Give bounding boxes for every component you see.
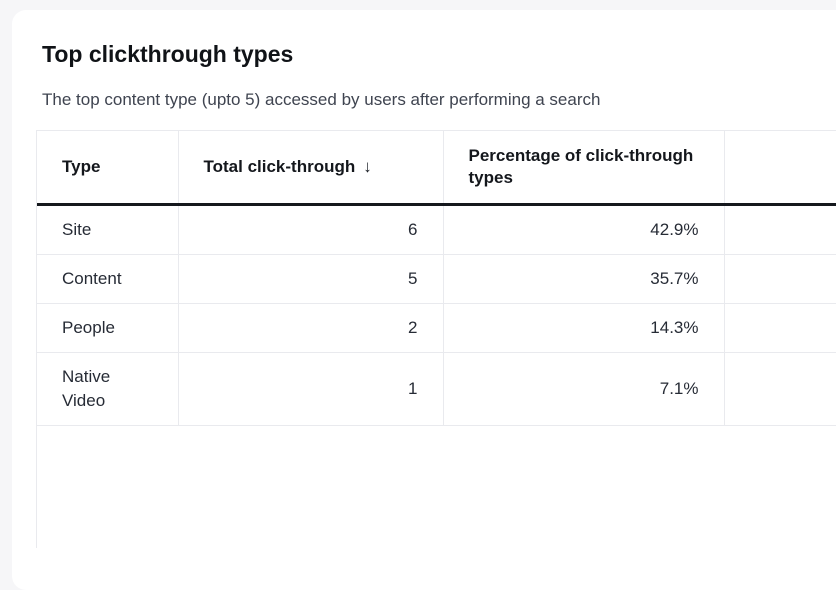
table-row: People 2 14.3% bbox=[37, 303, 836, 353]
column-header-percentage-label: Percentage of click-through types bbox=[468, 146, 694, 187]
column-header-percentage[interactable]: Percentage of click-through types bbox=[443, 130, 725, 206]
column-header-type-label: Type bbox=[62, 157, 101, 176]
sort-descending-icon: ↓ bbox=[363, 157, 372, 176]
cell-percentage: 42.9% bbox=[443, 204, 725, 255]
cell-total: 6 bbox=[178, 204, 444, 255]
table-header-row: Type Total click-through ↓ Percentage of … bbox=[37, 130, 836, 206]
table-row: Site 6 42.9% bbox=[37, 204, 836, 255]
cell-type: Native Video bbox=[37, 352, 179, 426]
column-header-total-click-through[interactable]: Total click-through ↓ bbox=[178, 130, 444, 206]
cell-type: Site bbox=[37, 204, 179, 255]
cell-empty bbox=[724, 204, 836, 255]
widget-title: Top clickthrough types bbox=[42, 41, 294, 67]
widget-subtitle: The top content type (upto 5) accessed b… bbox=[42, 90, 601, 109]
table-row: Native Video 1 7.1% bbox=[37, 352, 836, 426]
cell-total: 1 bbox=[178, 352, 444, 426]
clickthrough-table: Type Total click-through ↓ Percentage of … bbox=[37, 130, 836, 426]
cell-percentage: 14.3% bbox=[443, 303, 725, 353]
cell-empty bbox=[724, 254, 836, 304]
cell-total: 5 bbox=[178, 254, 444, 304]
cell-type: Content bbox=[37, 254, 179, 304]
cell-total: 2 bbox=[178, 303, 444, 353]
table-row: Content 5 35.7% bbox=[37, 254, 836, 304]
clickthrough-table-container: Type Total click-through ↓ Percentage of … bbox=[36, 130, 836, 548]
column-header-type[interactable]: Type bbox=[37, 130, 179, 206]
cell-type: People bbox=[37, 303, 179, 353]
cell-empty bbox=[724, 303, 836, 353]
column-header-total-label: Total click-through bbox=[203, 157, 356, 176]
cell-percentage: 7.1% bbox=[443, 352, 725, 426]
cell-percentage: 35.7% bbox=[443, 254, 725, 304]
cell-empty bbox=[724, 352, 836, 426]
top-clickthrough-types-card: Top clickthrough types The top content t… bbox=[12, 10, 836, 590]
column-header-empty bbox=[724, 130, 836, 206]
